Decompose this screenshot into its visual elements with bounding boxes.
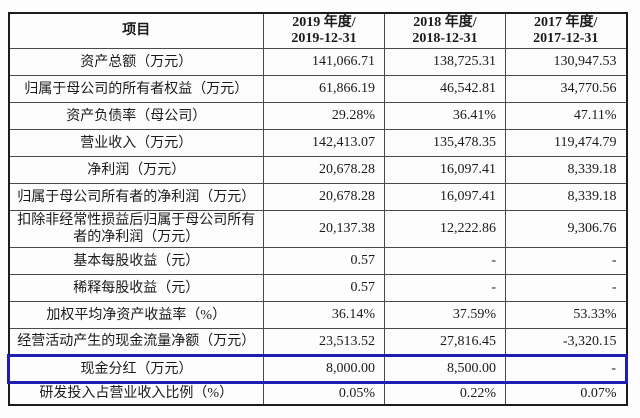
value-2017: - — [505, 247, 627, 275]
period-date-2018: 2018-12-31 — [412, 31, 478, 46]
value-2019: 0.05% — [263, 382, 385, 405]
value-2018: 12,222.86 — [384, 210, 506, 248]
header-row: 项目 2019 年度/ 2019-12-31 2018 年度/ 2018-12-… — [8, 12, 627, 49]
row-label: 基本每股收益（元） — [8, 247, 264, 275]
value-2017: - — [505, 354, 628, 384]
value-2018: 36.41% — [384, 102, 506, 130]
value-2018: 138,725.31 — [384, 48, 506, 76]
value-2018: 135,478.35 — [384, 129, 506, 157]
value-2018: - — [384, 274, 506, 302]
header-cell-2017: 2017 年度/ 2017-12-31 — [505, 12, 627, 49]
row-label: 净利润（万元） — [8, 156, 264, 184]
value-2017: 0.07% — [505, 382, 627, 405]
row-label: 加权平均净资产收益率（%） — [8, 301, 264, 329]
header-cell-2018: 2018 年度/ 2018-12-31 — [384, 12, 506, 49]
value-2019: 142,413.07 — [263, 129, 385, 157]
value-2019: 20,678.28 — [263, 156, 385, 184]
value-2019: 23,513.52 — [263, 328, 385, 356]
value-2017: 8,339.18 — [505, 156, 627, 184]
value-2019: 0.57 — [263, 274, 385, 302]
period-date-2019: 2019-12-31 — [291, 31, 357, 46]
value-2019: 29.28% — [263, 102, 385, 130]
value-2018: 46,542.81 — [384, 75, 506, 103]
period-date-2017: 2017-12-31 — [533, 31, 599, 46]
value-2018: 37.59% — [384, 301, 506, 329]
value-2018: 8,500.00 — [384, 354, 506, 384]
value-2019: 20,137.38 — [263, 210, 385, 248]
value-2018: - — [384, 247, 506, 275]
value-2019: 0.57 — [263, 247, 385, 275]
period-year-2019: 2019 年度/ — [292, 15, 356, 30]
table-row-net-profit: 净利润（万元） 20,678.28 16,097.41 8,339.18 — [8, 156, 627, 184]
row-label: 经营活动产生的现金流量净额（万元） — [8, 328, 264, 356]
table-row-cash-dividend-highlighted: 现金分红（万元） 8,000.00 8,500.00 - — [7, 354, 628, 384]
value-2019: 141,066.71 — [263, 48, 385, 76]
value-2019: 61,866.19 — [263, 75, 385, 103]
table-row-roe: 加权平均净资产收益率（%） 36.14% 37.59% 53.33% — [8, 301, 627, 329]
value-2017: -3,320.15 — [505, 328, 627, 356]
table-row-total-assets: 资产总额（万元） 141,066.71 138,725.31 130,947.5… — [8, 48, 627, 76]
value-2017: 34,770.56 — [505, 75, 627, 103]
row-label: 资产总额（万元） — [8, 48, 264, 76]
header-cell-2019: 2019 年度/ 2019-12-31 — [263, 12, 385, 49]
row-label: 归属于母公司所有者的净利润（万元） — [8, 183, 264, 211]
row-label: 归属于母公司的所有者权益（万元） — [8, 75, 264, 103]
header-cell-item: 项目 — [8, 12, 264, 49]
row-label: 现金分红（万元） — [7, 354, 264, 384]
period-year-2018: 2018 年度/ — [413, 15, 477, 30]
table-row-operating-cash-flow: 经营活动产生的现金流量净额（万元） 23,513.52 27,816.45 -3… — [8, 328, 627, 356]
value-2018: 16,097.41 — [384, 183, 506, 211]
value-2017: 47.11% — [505, 102, 627, 130]
value-2018: 27,816.45 — [384, 328, 506, 356]
value-2017: 130,947.53 — [505, 48, 627, 76]
row-label: 扣除非经常性损益后归属于母公司所有者的净利润（万元） — [8, 210, 264, 248]
value-2019: 20,678.28 — [263, 183, 385, 211]
row-label: 资产负债率（母公司） — [8, 102, 264, 130]
table-row-parent-net-profit: 归属于母公司所有者的净利润（万元） 20,678.28 16,097.41 8,… — [8, 183, 627, 211]
financial-summary-table: 项目 2019 年度/ 2019-12-31 2018 年度/ 2018-12-… — [7, 12, 628, 406]
row-label: 研发投入占营业收入比例（%） — [8, 382, 264, 405]
value-2017: 119,474.79 — [505, 129, 627, 157]
table-row-parent-equity: 归属于母公司的所有者权益（万元） 61,866.19 46,542.81 34,… — [8, 75, 627, 103]
row-label: 营业收入（万元） — [8, 129, 264, 157]
value-2018: 0.22% — [384, 382, 506, 405]
period-year-2017: 2017 年度/ — [534, 15, 598, 30]
value-2017: 9,306.76 — [505, 210, 627, 248]
table-row-debt-ratio: 资产负债率（母公司） 29.28% 36.41% 47.11% — [8, 102, 627, 130]
value-2019: 36.14% — [263, 301, 385, 329]
table-row-non-recurring-net-profit: 扣除非经常性损益后归属于母公司所有者的净利润（万元） 20,137.38 12,… — [8, 210, 627, 248]
table-row-diluted-eps: 稀释每股收益（元） 0.57 - - — [8, 274, 627, 302]
table-row-rd-ratio: 研发投入占营业收入比例（%） 0.05% 0.22% 0.07% — [8, 382, 627, 405]
value-2017: 8,339.18 — [505, 183, 627, 211]
table-row-revenue: 营业收入（万元） 142,413.07 135,478.35 119,474.7… — [8, 129, 627, 157]
value-2019: 8,000.00 — [263, 354, 385, 384]
value-2017: - — [505, 274, 627, 302]
value-2017: 53.33% — [505, 301, 627, 329]
table-row-basic-eps: 基本每股收益（元） 0.57 - - — [8, 247, 627, 275]
row-label: 稀释每股收益（元） — [8, 274, 264, 302]
value-2018: 16,097.41 — [384, 156, 506, 184]
